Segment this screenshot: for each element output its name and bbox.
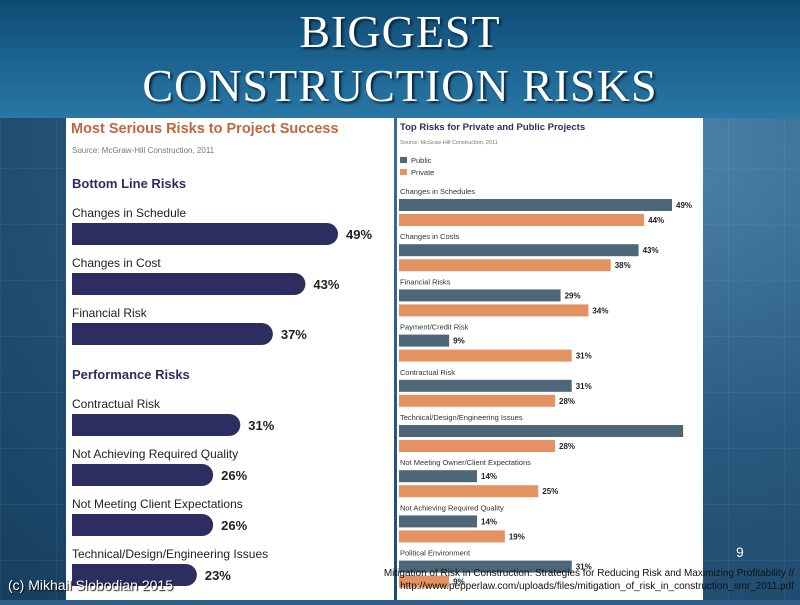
right-value-label: 19% [509,532,525,541]
left-bar [72,564,197,586]
legend-swatch [400,157,407,163]
right-category-label: Not Achieving Required Quality [400,503,504,512]
right-category-label: Changes in Schedules [400,187,475,196]
right-bar-public [399,379,572,392]
right-value-label: 14% [481,517,497,526]
right-category-label: Contractual Risk [400,368,455,377]
legend-label: Private [411,168,434,177]
left-value-label: 26% [221,468,247,483]
left-group-heading: Bottom Line Risks [72,176,186,191]
left-bar-label: Financial Risk [72,306,148,320]
right-value-label: 31% [576,382,592,391]
right-bar-private [399,349,572,362]
right-value-label: 44% [648,216,664,225]
right-value-label: 9% [453,578,465,587]
right-value-label: 38% [615,261,631,270]
left-bar [72,464,214,486]
right-bar-private [399,440,555,452]
right-bar-public [399,199,672,211]
left-value-label: 23% [205,568,231,583]
right-value-label: 25% [542,487,558,496]
left-bar [72,273,306,295]
right-value-label: 28% [559,397,575,406]
right-bar-private [399,485,539,498]
right-value-label: 14% [481,472,497,481]
left-chart-source: Source: McGraw-Hill Construction, 2011 [72,146,215,155]
right-bar-private [399,530,505,543]
left-bar [72,223,338,245]
legend-label: Public [411,156,432,165]
right-bar-public [399,560,572,573]
left-bar [72,323,273,345]
left-chart-title: Most Serious Risks to Project Success [71,121,339,137]
copyright-text: (c) Mikhail Slobodian 2015 [8,577,173,593]
right-category-label: Technical/Design/Engineering Issues [400,413,523,422]
right-value-label: 28% [559,442,575,451]
left-value-label: 37% [281,327,307,342]
left-bar-label: Not Achieving Required Quality [72,447,238,461]
right-value-label: 31% [576,563,592,572]
right-category-label: Political Environment [400,549,471,558]
right-bar-public [399,515,477,528]
left-chart-panel: Most Serious Risks to Project Success Sou… [66,118,394,600]
left-value-label: 31% [248,418,274,433]
left-bar-label: Technical/Design/Engineering Issues [72,547,268,561]
legend-swatch [400,169,407,175]
right-bar-public [399,425,684,437]
right-value-label: 9% [453,337,465,346]
right-bar-chart: Top Risks for Private and Public Project… [399,122,692,588]
left-bar-label: Changes in Cost [72,256,161,270]
right-bar-public [399,289,561,302]
right-value-label: 31% [576,352,592,361]
right-category-label: Not Meeting Owner/Client Expectations [400,458,531,467]
right-bar-private [399,394,555,407]
right-value-label: 34% [592,306,608,315]
right-bar-private [399,214,645,226]
right-chart-source: Source: McGraw-Hill Construction, 2011 [400,140,498,146]
left-bar [72,414,241,436]
left-value-label: 26% [221,518,247,533]
left-group-heading: Performance Risks [72,367,190,382]
right-category-label: Financial Risks [400,277,451,286]
right-bar-private [399,259,611,272]
left-bar-label: Contractual Risk [72,397,161,411]
slide-title-line1: BIGGEST [299,6,501,57]
left-bar-label: Changes in Schedule [72,206,186,220]
right-chart-title: Top Risks for Private and Public Project… [400,122,585,133]
right-bar-public [399,244,639,257]
right-value-label: 43% [643,246,659,255]
citation-line2: http://www.pepperlaw.com/uploads/files/m… [400,581,794,592]
right-bar-public [399,334,450,347]
right-bar-private [399,304,589,317]
right-bar-public [399,470,477,483]
slide-title-line2: CONSTRUCTION RISKS [142,60,658,111]
right-category-label: Changes in Costs [400,232,459,241]
right-category-label: Payment/Credit Risk [400,323,469,332]
left-bar [72,514,214,536]
citation-line1: Mitigation of Risk in Construction: Stra… [383,568,794,579]
left-value-label: 43% [313,277,339,292]
page-number: 9 [736,544,744,560]
left-bar-label: Not Meeting Client Expectations [72,497,243,511]
right-bar-private [399,575,450,588]
right-value-label: 49% [676,201,692,210]
right-value-label: 29% [565,291,581,300]
citation: Mitigation of Risk in Construction: Stra… [324,567,794,593]
left-bar-chart: Most Serious Risks to Project Success Sou… [71,121,372,586]
left-value-label: 49% [346,227,372,242]
title-banner [0,0,800,118]
right-chart-panel: Top Risks for Private and Public Project… [397,118,703,600]
